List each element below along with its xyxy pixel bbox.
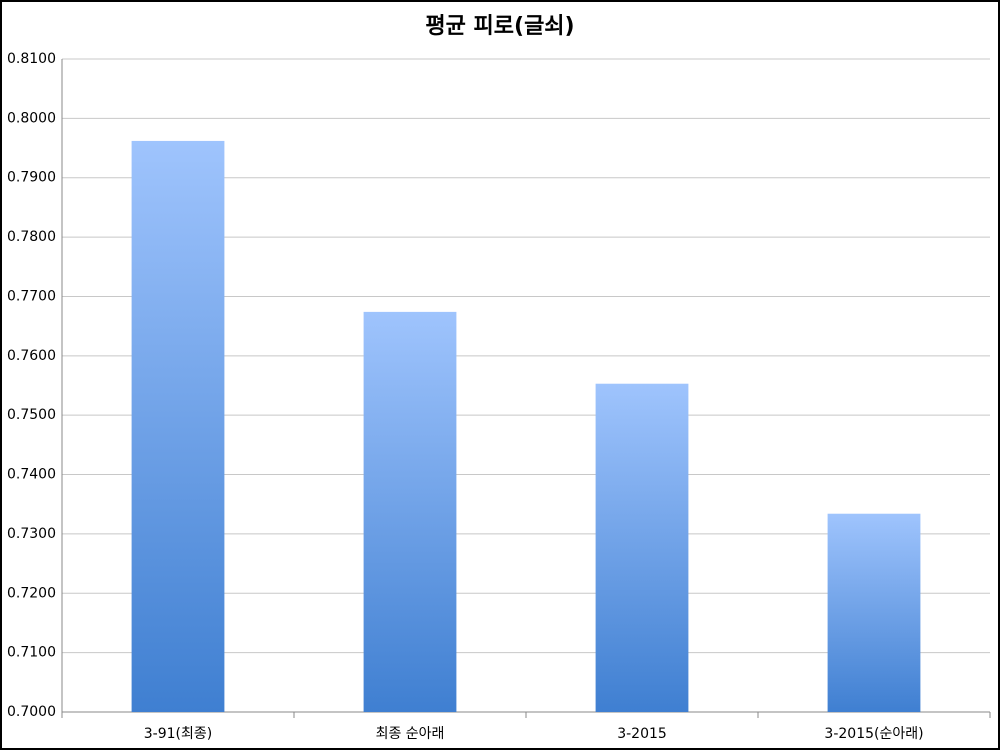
y-tick-label: 0.8100 <box>7 51 56 67</box>
y-tick-label: 0.7800 <box>7 229 56 245</box>
y-tick-label: 0.7200 <box>7 585 56 601</box>
chart-title: 평균 피로(글쇠) <box>425 14 574 39</box>
y-tick-label: 0.7300 <box>7 526 56 542</box>
y-tick-label: 0.7900 <box>7 170 56 186</box>
x-tick-label: 최종 순아래 <box>376 726 445 742</box>
y-tick-label: 0.8000 <box>7 110 56 126</box>
bar <box>363 311 457 712</box>
y-tick-label: 0.7700 <box>7 288 56 304</box>
bar <box>131 140 225 712</box>
y-tick-label: 0.7600 <box>7 348 56 364</box>
y-tick-label: 0.7100 <box>7 645 56 661</box>
y-tick-label: 0.7400 <box>7 467 56 483</box>
x-tick-label: 3-2015 <box>617 726 667 742</box>
x-tick-label: 3-2015(순아래) <box>824 726 923 742</box>
y-tick-label: 0.7500 <box>7 407 56 423</box>
x-tick-label: 3-91(최종) <box>144 726 212 742</box>
bar <box>827 513 921 712</box>
bar <box>595 383 689 712</box>
y-tick-label: 0.7000 <box>7 704 56 720</box>
